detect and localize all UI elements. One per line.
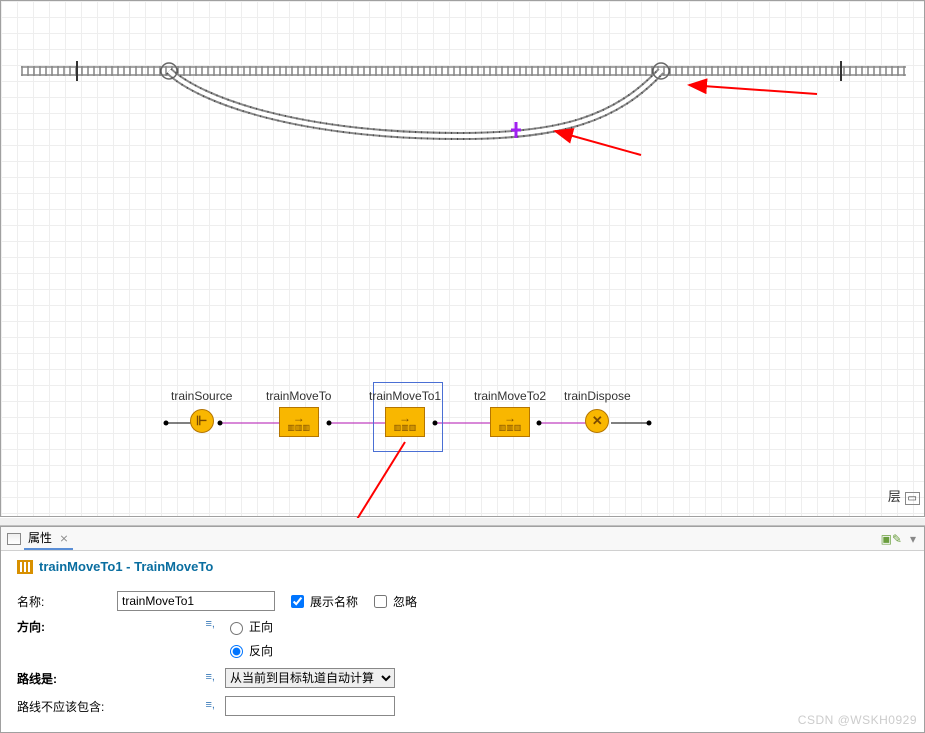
radio-forward[interactable]: 正向	[225, 618, 273, 635]
annotation-arrow-2	[555, 131, 641, 155]
flow-node-shape: ⊩	[190, 409, 214, 433]
radio-forward-input[interactable]	[230, 622, 243, 635]
layers-indicator[interactable]: 层 ▭	[888, 486, 920, 505]
flow-node-label: trainMoveTo1	[369, 389, 441, 403]
flow-port	[647, 421, 652, 426]
select-route[interactable]: 从当前到目标轨道自动计算	[225, 668, 395, 688]
track-branch-base	[169, 71, 661, 136]
flow-node-label: trainMoveTo	[266, 389, 331, 403]
row-route-exclude: 路线不应该包含: ≡,	[17, 695, 908, 717]
radio-backward-input[interactable]	[230, 645, 243, 658]
static-value-icon[interactable]: ≡,	[199, 671, 215, 685]
label-name: 名称:	[17, 593, 113, 610]
watermark: CSDN @WSKH0929	[798, 713, 917, 727]
menu-dropdown-icon[interactable]: ▾	[910, 532, 916, 546]
flow-node-shape: →▥▥▥	[490, 407, 530, 437]
label-route-exclude: 路线不应该包含:	[17, 698, 113, 715]
radio-forward-label: 正向	[249, 618, 273, 635]
flow-node-trainDispose[interactable]: trainDispose ✕	[564, 389, 631, 433]
flow-node-shape: →▥▥▥	[279, 407, 319, 437]
properties-panel: 属性 ⨯ ▣✎ ▾ trainMoveTo1 - TrainMoveTo 名称:…	[0, 526, 925, 733]
flow-port	[164, 421, 169, 426]
flow-node-trainSource[interactable]: trainSource ⊩	[171, 389, 232, 433]
flow-node-label: trainMoveTo2	[474, 389, 546, 403]
flow-node-shape: ✕	[585, 409, 609, 433]
annotation-arrow-1	[689, 85, 817, 94]
new-view-icon[interactable]: ▣✎	[881, 532, 902, 546]
close-tab-icon[interactable]: ⨯	[59, 533, 68, 545]
checkbox-show-name[interactable]: 展示名称	[287, 592, 358, 611]
label-route: 路线是:	[17, 670, 113, 687]
editor-canvas[interactable]: trainSource ⊩ trainMoveTo →▥▥▥ trainMove…	[0, 0, 925, 517]
row-direction: 方向: ≡, 正向 反向	[17, 618, 908, 661]
flow-node-label: trainSource	[171, 389, 232, 403]
checkbox-ignore-box[interactable]	[374, 595, 387, 608]
track-branch-ties	[169, 71, 661, 136]
properties-form: 名称: 展示名称 忽略 方向: ≡, 正向 反向	[1, 580, 924, 727]
static-value-icon[interactable]: ≡,	[199, 699, 215, 713]
flow-node-trainMoveTo1[interactable]: trainMoveTo1 →▥▥▥	[369, 389, 441, 437]
panel-splitter[interactable]	[0, 518, 925, 526]
static-value-icon[interactable]: ≡,	[199, 618, 215, 632]
properties-tab-label: 属性	[28, 531, 52, 545]
input-name[interactable]	[117, 591, 275, 611]
row-route: 路线是: ≡, 从当前到目标轨道自动计算	[17, 667, 908, 689]
checkbox-ignore-label: 忽略	[393, 593, 417, 610]
checkbox-show-name-box[interactable]	[291, 595, 304, 608]
input-route-exclude[interactable]	[225, 696, 395, 716]
properties-tab[interactable]: 属性 ⨯	[24, 527, 73, 550]
checkbox-ignore[interactable]: 忽略	[370, 592, 417, 611]
checkbox-show-name-label: 展示名称	[310, 593, 358, 610]
flow-node-trainMoveTo2[interactable]: trainMoveTo2 →▥▥▥	[474, 389, 546, 437]
properties-title-row: trainMoveTo1 - TrainMoveTo	[1, 551, 924, 580]
radio-backward-label: 反向	[249, 642, 273, 659]
track-branch-gap	[169, 71, 661, 136]
flow-node-shape: →▥▥▥	[385, 407, 425, 437]
properties-tab-icon	[7, 533, 21, 545]
track-diagram	[1, 1, 925, 517]
direction-radio-group: 正向 反向	[225, 618, 283, 661]
train-block-icon	[17, 560, 33, 574]
properties-title: trainMoveTo1 - TrainMoveTo	[39, 559, 213, 574]
properties-tabbar: 属性 ⨯ ▣✎ ▾	[1, 527, 924, 551]
flow-node-trainMoveTo[interactable]: trainMoveTo →▥▥▥	[266, 389, 331, 437]
label-direction: 方向:	[17, 618, 113, 635]
radio-backward[interactable]: 反向	[225, 642, 273, 659]
flow-node-label: trainDispose	[564, 389, 631, 403]
row-name: 名称: 展示名称 忽略	[17, 590, 908, 612]
